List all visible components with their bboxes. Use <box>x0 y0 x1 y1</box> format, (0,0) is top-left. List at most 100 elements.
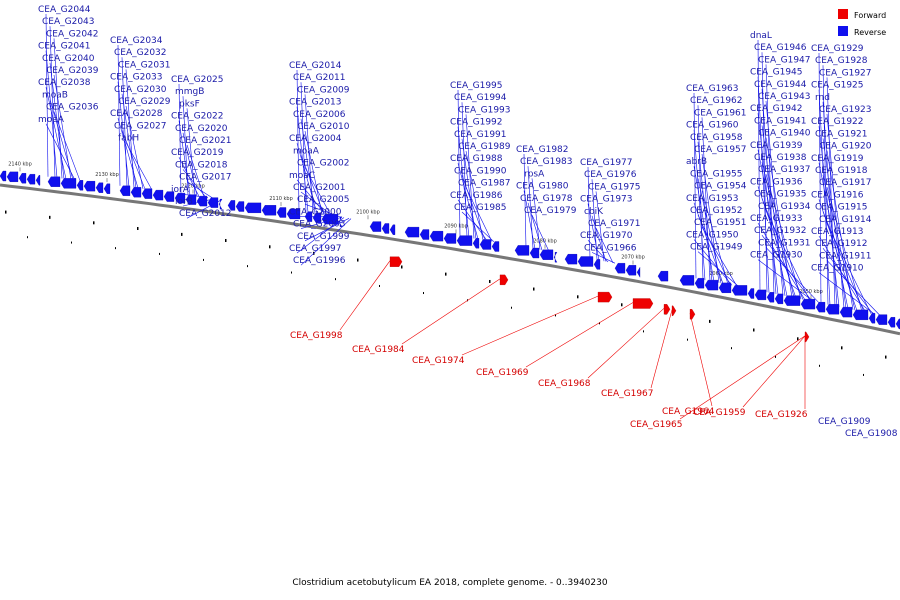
frame-marker <box>181 232 183 236</box>
reverse-gene-arrow <box>679 275 695 286</box>
frame-marker <box>137 227 139 231</box>
scale-tick-label: 2070 kbp <box>621 255 645 261</box>
label-leader <box>296 69 300 211</box>
reverse-gene-label: rpsA <box>524 169 545 179</box>
reverse-gene-arrow <box>18 173 27 184</box>
reverse-gene-arrow <box>887 317 896 328</box>
label-leader <box>531 214 550 252</box>
frame-marker <box>753 328 755 332</box>
reverse-gene-arrow <box>235 201 245 212</box>
label-leader <box>757 259 815 303</box>
label-leader <box>525 302 634 368</box>
label-leader <box>178 193 209 198</box>
reverse-gene-label: CEA_G2027 <box>114 121 167 131</box>
frame-marker <box>819 364 820 367</box>
label-leader <box>697 178 722 284</box>
reverse-gene-label: CEA_G1929 <box>811 44 864 54</box>
reverse-gene-label: CEA_G1928 <box>815 56 868 66</box>
reverse-gene-arrow <box>163 191 175 202</box>
reverse-gene-label: CEA_G1943 <box>758 92 811 102</box>
reverse-gene-arrow <box>625 265 637 276</box>
label-leader <box>697 251 740 287</box>
label-leader <box>178 83 182 194</box>
reverse-gene-label: CEA_G2041 <box>38 42 91 52</box>
reverse-gene-arrow <box>227 200 236 211</box>
label-leader <box>826 260 881 316</box>
scale-tick-label: 2110 kbp <box>269 196 293 202</box>
reverse-gene-arrow <box>244 202 262 213</box>
reverse-gene-label: CEA_G2013 <box>289 98 342 108</box>
reverse-gene-label: CEA_G1910 <box>811 264 864 274</box>
reverse-gene-label: CEA_G1977 <box>580 158 633 168</box>
forward-gene-label: CEA_G1964 <box>662 407 715 417</box>
label-leader <box>757 113 779 295</box>
reverse-gene-label: CEA_G2005 <box>297 195 350 205</box>
frame-marker <box>247 265 248 268</box>
reverse-gene-label: CEA_G2044 <box>38 5 91 15</box>
label-leader <box>45 13 49 177</box>
label-leader <box>300 218 352 266</box>
reverse-gene-label: CEA_G1923 <box>819 105 872 115</box>
label-leader <box>701 190 729 285</box>
reverse-gene-label: CEA_G1983 <box>520 157 573 167</box>
reverse-gene-label: CEA_G1940 <box>758 129 811 139</box>
reverse-gene-arrow <box>404 226 420 238</box>
reverse-gene-arrow <box>815 302 826 313</box>
reverse-gene-arrow <box>286 208 301 220</box>
reverse-gene-label: CEA_G1916 <box>811 190 864 200</box>
reverse-gene-label: moaC <box>289 171 315 181</box>
frame-marker <box>797 337 799 341</box>
reverse-gene-arrow <box>130 187 142 198</box>
label-leader <box>818 89 831 306</box>
label-leader <box>304 130 323 215</box>
scale-tick-label: 2050 kbp <box>799 289 823 295</box>
frame-marker <box>401 265 403 269</box>
reverse-gene-label: moeA <box>38 115 65 125</box>
reverse-gene-label: CEA_G1932 <box>754 226 807 236</box>
label-leader <box>121 130 146 190</box>
reverse-gene-arrow <box>491 241 500 252</box>
reverse-gene-label: CEA_G1921 <box>815 129 868 139</box>
label-leader <box>49 99 74 180</box>
label-leader <box>45 123 76 181</box>
label-leader <box>186 199 223 219</box>
reverse-gene-label: CEA_G2042 <box>46 29 99 39</box>
label-leader <box>689 313 713 407</box>
scale-tick-label: 2140 kbp <box>8 161 32 167</box>
reverse-gene-arrow <box>895 318 900 330</box>
reverse-gene-arrow <box>636 266 641 278</box>
label-leader <box>304 167 332 216</box>
reverse-gene-label: CEA_G2032 <box>114 48 167 58</box>
label-leader <box>757 149 788 297</box>
reverse-gene-arrow <box>456 235 473 246</box>
forward-gene-label: CEA_G1968 <box>538 379 591 389</box>
reverse-gene-label: CEA_G2034 <box>110 36 163 46</box>
reverse-gene-label: CEA_G2030 <box>114 85 167 95</box>
reverse-gene-label: CEA_G2043 <box>42 17 95 27</box>
frame-marker <box>841 346 843 350</box>
frame-marker <box>577 295 579 299</box>
frame-marker <box>225 238 227 242</box>
reverse-gene-label: CEA_G1997 <box>289 244 342 254</box>
reverse-gene-arrow <box>553 252 558 263</box>
reverse-gene-arrow <box>472 238 480 249</box>
reverse-gene-label: CEA_G1973 <box>580 195 633 205</box>
reverse-gene-arrow <box>747 288 755 299</box>
reverse-gene-label: CEA_G1991 <box>454 130 507 140</box>
reverse-gene-arrow <box>419 229 430 240</box>
reverse-gene-label: CEA_G1957 <box>694 145 747 155</box>
frame-marker <box>159 252 160 255</box>
label-leader <box>679 335 806 420</box>
forward-gene-label: CEA_G1998 <box>290 331 343 341</box>
reverse-gene-arrow <box>152 189 164 201</box>
label-leader <box>186 181 214 199</box>
reverse-gene-arrow <box>389 224 396 235</box>
label-leader <box>587 203 600 261</box>
label-leader <box>765 247 820 304</box>
reverse-gene-label: CEA_G2009 <box>297 85 350 95</box>
reverse-gene-arrow <box>83 181 96 192</box>
label-leader <box>761 235 813 302</box>
label-leader <box>591 252 616 264</box>
label-leader <box>457 89 461 237</box>
reverse-gene-label: CEA_G1915 <box>815 203 868 213</box>
